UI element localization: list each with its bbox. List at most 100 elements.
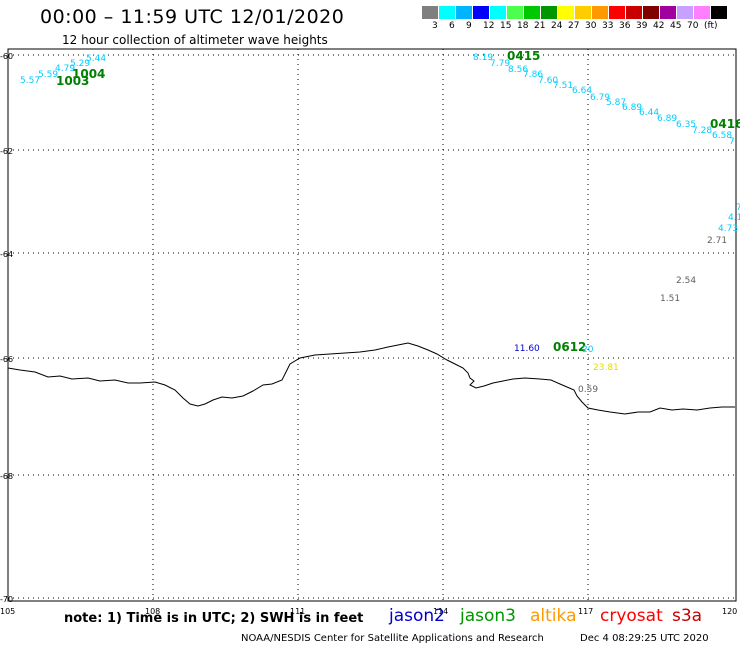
- legend-label: 45: [670, 21, 682, 31]
- legend-swatch: [422, 6, 439, 19]
- longitude-label: 108: [145, 607, 160, 616]
- footer-note: note: 1) Time is in UTC; 2) SWH is in fe…: [64, 611, 364, 626]
- wave-height-label: 7: [729, 137, 735, 147]
- legend-swatch: [490, 6, 507, 19]
- longitude-label: 117: [578, 607, 593, 616]
- legend-label: 3: [432, 21, 438, 31]
- wave-height-label: 7.79: [490, 59, 510, 69]
- latitude-label: -66: [0, 355, 13, 364]
- satellite-s3a: s3a: [672, 606, 703, 626]
- legend-swatch: [711, 6, 728, 19]
- wave-height-label: 8.19: [473, 53, 493, 63]
- legend-label: 27: [568, 21, 580, 31]
- map-frame: [7, 48, 737, 602]
- legend-labels: 3 6 9 12 15 18 21 24 27 30 33 36 39 42 45 70 (ft): [422, 19, 728, 33]
- legend-swatch: [694, 6, 711, 19]
- wave-height-label: 7.28: [692, 126, 712, 136]
- legend-swatch: [541, 6, 558, 19]
- latitude-label: -70: [0, 595, 13, 604]
- satellite-altika: altika: [530, 606, 577, 626]
- legend-label: 6: [449, 21, 455, 31]
- wave-height-label: 0416: [710, 117, 740, 131]
- satellite-jason2: jason2: [389, 606, 445, 626]
- legend-label: 12: [483, 21, 495, 31]
- wave-height-label: 0415: [507, 49, 540, 63]
- map-title: 00:00 – 11:59 UTC 12/01/2020: [40, 6, 345, 28]
- legend-label: 9: [466, 21, 472, 31]
- wave-height-label: 6.58: [712, 131, 732, 141]
- wave-height-label: 11.60: [514, 344, 540, 354]
- legend-swatch: [507, 6, 524, 19]
- legend-swatch: [473, 6, 490, 19]
- wave-height-label: 5.87: [606, 98, 626, 108]
- legend-label: 24: [551, 21, 563, 31]
- wave-height-label: 2.54: [676, 276, 696, 286]
- latitude-label: -68: [0, 472, 13, 481]
- legend-label: 36: [619, 21, 631, 31]
- color-legend: 3 6 9 12 15 18 21 24 27 30 33 36 39 42 45 70 (ft): [422, 6, 728, 33]
- map-subtitle: 12 hour collection of altimeter wave hei…: [62, 33, 328, 47]
- legend-swatch: [456, 6, 473, 19]
- legend-label: 15: [500, 21, 512, 31]
- wave-height-label: 7.60: [538, 76, 558, 86]
- legend-swatch: [626, 6, 643, 19]
- wave-height-label: 5.44: [86, 54, 106, 64]
- wave-height-label: 5.59: [38, 70, 58, 80]
- legend-label: 70: [687, 21, 699, 31]
- legend-label: 33: [602, 21, 614, 31]
- legend-swatch: [575, 6, 592, 19]
- legend-label: 18: [517, 21, 529, 31]
- legend-swatch: [558, 6, 575, 19]
- wave-height-label: 1.51: [660, 294, 680, 304]
- legend-label: 21: [534, 21, 546, 31]
- wave-height-label: 1003: [56, 74, 89, 88]
- wave-height-label: 20: [582, 345, 594, 355]
- legend-swatch: [439, 6, 456, 19]
- wave-height-label: 6.89: [622, 103, 642, 113]
- graticule: [8, 49, 736, 601]
- latitude-label: -62: [0, 147, 13, 156]
- wave-height-label: 7: [736, 203, 740, 213]
- wave-height-label: 4.73: [718, 224, 738, 234]
- legend-swatch: [592, 6, 609, 19]
- legend-swatch: [660, 6, 677, 19]
- longitude-label: 120: [722, 607, 737, 616]
- satellite-cryosat: cryosat: [600, 606, 663, 626]
- wave-height-label: 5.57: [20, 76, 40, 86]
- wave-height-label: 7.86: [523, 70, 543, 80]
- wave-height-label: 23.81: [593, 363, 619, 373]
- legend-swatches: [422, 6, 728, 19]
- longitude-label: 114: [433, 607, 448, 616]
- legend-swatch: [677, 6, 694, 19]
- credit-line: NOAA/NESDIS Center for Satellite Applica…: [241, 633, 544, 644]
- wave-height-label: 1004: [72, 67, 105, 81]
- longitude-label: 105: [0, 607, 15, 616]
- legend-swatch: [524, 6, 541, 19]
- wave-height-label: 0.59: [578, 385, 598, 395]
- wave-height-label: 6.79: [590, 93, 610, 103]
- legend-label: (ft): [704, 21, 718, 31]
- legend-label: 39: [636, 21, 648, 31]
- wave-height-label: 5.29: [70, 59, 90, 69]
- wave-height-label: 7.51: [553, 81, 573, 91]
- wave-height-label: 6.64: [572, 86, 592, 96]
- wave-height-label: 6.44: [639, 108, 659, 118]
- legend-label: 42: [653, 21, 665, 31]
- wave-height-label: 6.35: [676, 120, 696, 130]
- wave-height-label: 8.56: [508, 65, 528, 75]
- wave-height-label: 6.89: [657, 114, 677, 124]
- latitude-label: -60: [0, 52, 13, 61]
- latitude-label: -64: [0, 250, 13, 259]
- axis-labels: -60 -62 -64 -66 -68 -70 105 108 111 114 117 120: [0, 52, 737, 616]
- antarctic-coastline: [7, 342, 735, 415]
- legend-swatch: [643, 6, 660, 19]
- wave-height-label: 0612: [553, 340, 586, 354]
- longitude-label: 111: [290, 607, 305, 616]
- wave-height-label: 4.1: [728, 213, 740, 223]
- satellite-jason3: jason3: [460, 606, 516, 626]
- legend-label: 30: [585, 21, 597, 31]
- generated-timestamp: Dec 4 08:29:25 UTC 2020: [580, 633, 709, 644]
- wave-height-label: 4.79: [55, 64, 75, 74]
